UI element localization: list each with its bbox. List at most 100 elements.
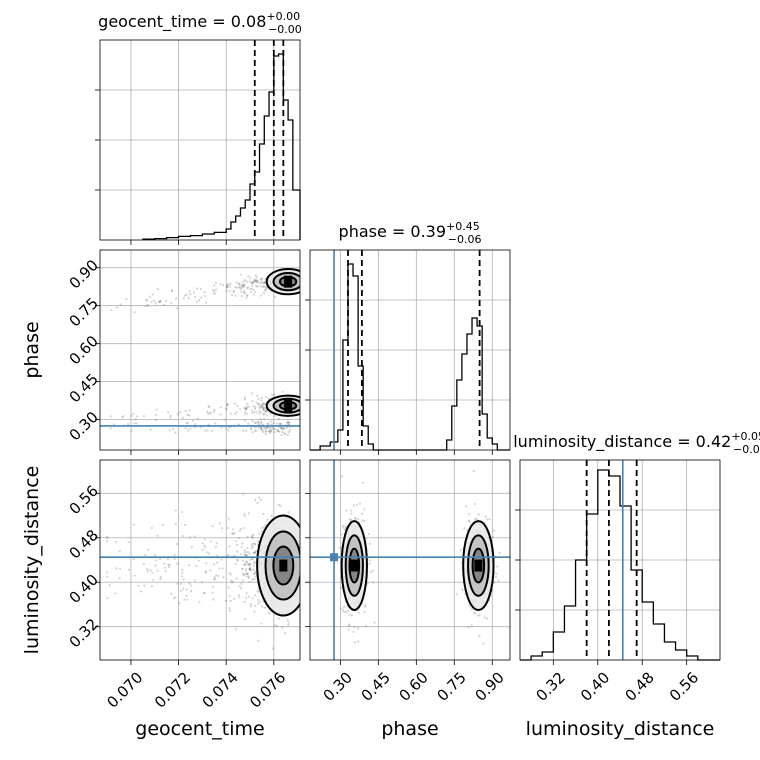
sample-point [221,283,225,287]
sample-point [271,426,274,429]
sample-point [238,585,241,588]
sample-point [174,596,177,599]
sample-point [273,431,276,434]
sample-point [126,423,130,426]
sample-point [265,395,268,399]
sample-point [254,279,257,282]
sample-point [226,527,230,530]
sample-point [260,422,263,425]
sample-point [249,558,252,562]
sample-point [206,410,209,413]
sample-point [221,567,224,570]
sample-point [264,285,267,289]
sample-point [243,413,246,416]
sample-point [360,512,364,515]
sample-point [185,293,188,296]
sample-point [263,281,266,284]
sample-point [216,561,219,564]
sample-point [132,412,135,415]
sample-point [241,559,244,562]
x-axis-label-phase: phase [381,718,438,740]
sample-point [164,570,167,573]
sample-point [250,287,254,290]
sample-point [137,584,140,588]
sample-point [288,429,291,432]
sample-point [265,410,268,413]
sample-point [347,609,350,612]
sample-point [213,577,216,580]
sample-point [256,420,259,423]
sample-point [122,415,125,418]
sample-point [463,527,466,530]
sample-point [118,550,121,553]
sample-point [155,559,158,562]
sample-point [286,421,289,424]
sample-point [233,532,236,535]
title-minus: −0.04 [733,443,760,456]
panel-title-luminosity_distance: luminosity_distance = 0.42+0.05−0.04 [513,430,760,456]
sample-point [150,301,153,304]
sample-point [170,289,174,292]
sample-point [253,543,256,546]
sample-point [240,285,243,288]
sample-point [149,569,152,572]
sample-point [243,410,247,414]
sample-point [260,404,263,407]
sample-point [368,542,371,545]
sample-point [183,598,186,601]
sample-point [246,547,249,550]
sample-point [267,422,270,426]
sample-point [173,557,176,561]
sample-point [214,422,217,425]
x-tick-label-phase: 0.90 [471,668,507,704]
sample-point [188,414,191,417]
sample-point [209,411,212,414]
sample-point [250,409,253,412]
sample-point [278,430,281,433]
sample-point [166,558,170,561]
sample-point [195,564,198,568]
density-peak [474,559,483,572]
sample-point [226,403,229,406]
sample-point [204,301,207,304]
x-tick-label-geocent_time: 0.072 [151,668,194,711]
y-tick-label-luminosity_distance: 0.32 [66,615,102,651]
sample-point [176,412,180,416]
sample-point [207,404,210,408]
panel-title-phase: phase = 0.39+0.45 −0.06 [339,220,482,246]
contour-3-sigma [471,547,486,584]
sample-point [109,415,112,418]
sample-point [229,412,232,415]
sample-point [365,537,368,540]
sample-point [243,513,246,516]
sample-point [287,511,290,514]
sample-point [371,569,374,572]
sample-point [241,542,244,545]
sample-point [269,429,272,433]
sample-point [347,628,350,632]
panel-geocent_time-vs-phase [95,249,301,455]
sample-point [265,287,268,290]
sample-point [190,589,193,593]
sample-point [226,404,229,407]
sample-point [361,519,364,522]
sample-point [270,393,274,396]
sample-point [136,415,139,418]
contour-1-sigma [265,394,300,417]
sample-point [205,562,208,565]
sample-point [133,311,136,314]
sample-point [277,417,280,420]
sample-point [262,408,265,411]
sample-point [232,597,236,601]
sample-point [243,617,246,621]
sample-point [269,420,272,423]
sample-point [243,563,246,566]
sample-point [348,624,351,627]
sample-point [263,418,266,421]
sample-point [249,568,252,571]
sample-point [229,282,232,285]
sample-point [258,405,261,408]
sample-point [243,600,246,603]
sample-point [467,519,470,522]
sample-point [281,430,284,434]
